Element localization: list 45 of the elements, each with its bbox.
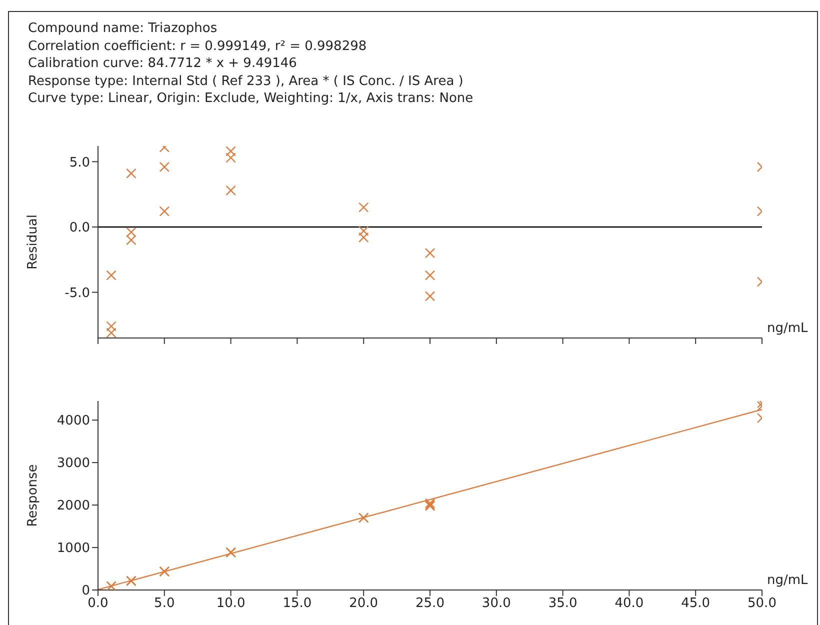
text: Curve type: Linear, Origin: Exclude, Weighting: 1/x, Axis trans: None [28, 90, 474, 108]
point [358, 226, 369, 236]
point [424, 248, 436, 258]
x-tick-label: 10.0 [216, 596, 246, 612]
y-axis-title: Response [26, 464, 41, 527]
x-tick-label: 25.0 [416, 596, 444, 612]
text: Response type: Internal Std ( Ref 233 ), Area * ( IS Conc. / IS Area ) [28, 72, 464, 90]
point [226, 146, 236, 156]
y-tick-label: 3000 [56, 456, 90, 472]
point [106, 321, 116, 332]
y-tick-label: 5.0 [69, 155, 90, 170]
x-axis-title: ng/mL [767, 321, 808, 336]
point [106, 270, 116, 280]
x-tick-label: 20.0 [349, 596, 378, 612]
x-tick-label: 15.0 [282, 596, 312, 612]
point [424, 291, 436, 302]
point [226, 185, 236, 196]
x-tick-label: 45.0 [681, 596, 710, 612]
point [106, 328, 116, 338]
y-tick-label: -5.0 [64, 286, 90, 301]
point [126, 168, 136, 179]
text: Correlation coefficient: r = 0.999149, r² = 0.998298 [28, 38, 368, 56]
y-tick-label: 4000 [56, 414, 90, 429]
text: Calibration curve: 84.7712 * x + 9.49146 [28, 55, 298, 73]
point [126, 227, 136, 238]
x-tick-label: 35.0 [548, 596, 578, 612]
chart-title: Compound name: Triazophos [28, 20, 218, 38]
point [126, 234, 136, 246]
x-tick-label: 0.0 [88, 596, 108, 612]
x-tick-label: 5.0 [154, 596, 175, 612]
point [424, 270, 436, 280]
point [226, 152, 236, 163]
point [358, 232, 369, 243]
point [358, 202, 369, 212]
point [159, 162, 170, 172]
y-tick-label: 0.0 [69, 220, 90, 236]
y-tick-label: 2000 [56, 498, 90, 514]
y-axis-title: Residual [26, 214, 41, 270]
x-axis-title: ng/mL [767, 573, 808, 588]
y-tick-label: 0 [82, 584, 90, 599]
x-tick-label: 40.0 [614, 596, 644, 612]
x-tick-label: 50.0 [748, 596, 776, 612]
x-tick-label: 30.0 [482, 596, 511, 612]
y-tick-label: 1000 [56, 541, 90, 556]
point [159, 206, 170, 216]
